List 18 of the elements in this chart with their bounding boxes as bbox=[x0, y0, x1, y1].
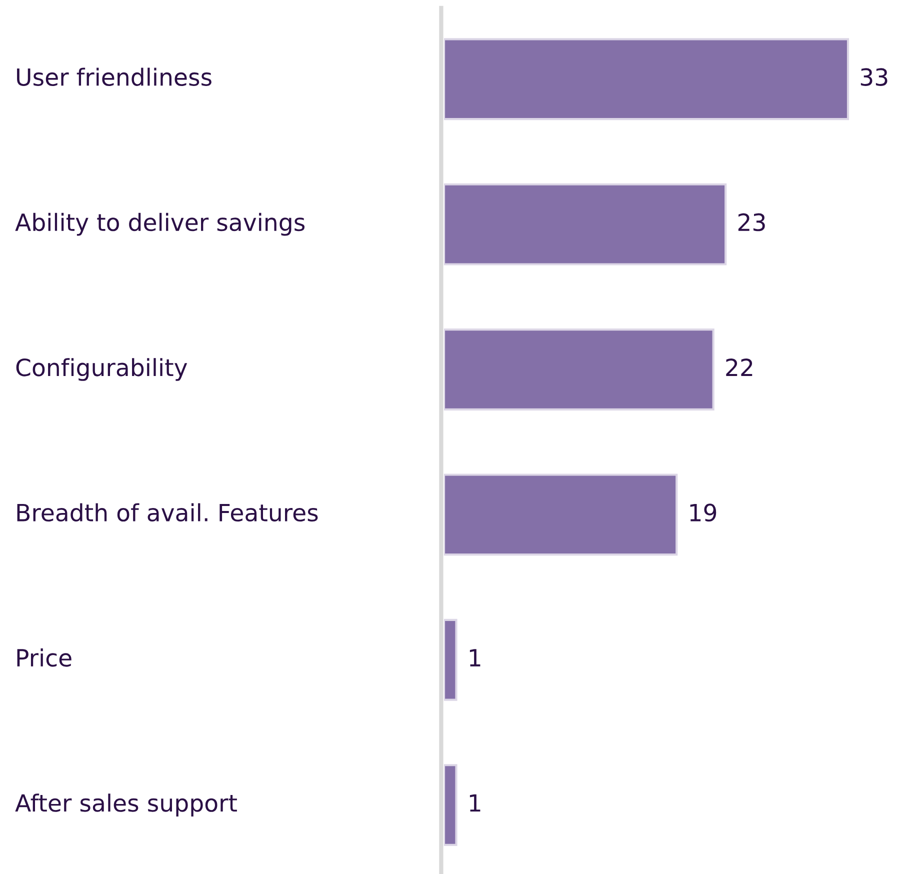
y-tick-label: After sales support bbox=[15, 794, 237, 816]
y-tick-label: Breadth of avail. Features bbox=[17, 503, 318, 522]
bar bbox=[444, 764, 458, 846]
bar bbox=[444, 183, 727, 266]
bar bbox=[444, 474, 678, 556]
data-label: 1 bbox=[470, 649, 480, 666]
bar bbox=[444, 618, 458, 701]
data-label: 23 bbox=[738, 213, 765, 232]
data-label: 1 bbox=[470, 794, 480, 812]
y-tick-label: Ability to deliver savings bbox=[15, 212, 305, 236]
data-label: 22 bbox=[726, 358, 752, 376]
data-label: 33 bbox=[860, 68, 888, 86]
bar bbox=[444, 328, 714, 410]
y-tick-label: Price bbox=[17, 648, 72, 667]
data-label: 19 bbox=[690, 504, 716, 522]
y-tick-label: Configurability bbox=[16, 358, 188, 381]
y-tick-label: User friendliness bbox=[17, 68, 212, 86]
bar bbox=[444, 38, 850, 120]
